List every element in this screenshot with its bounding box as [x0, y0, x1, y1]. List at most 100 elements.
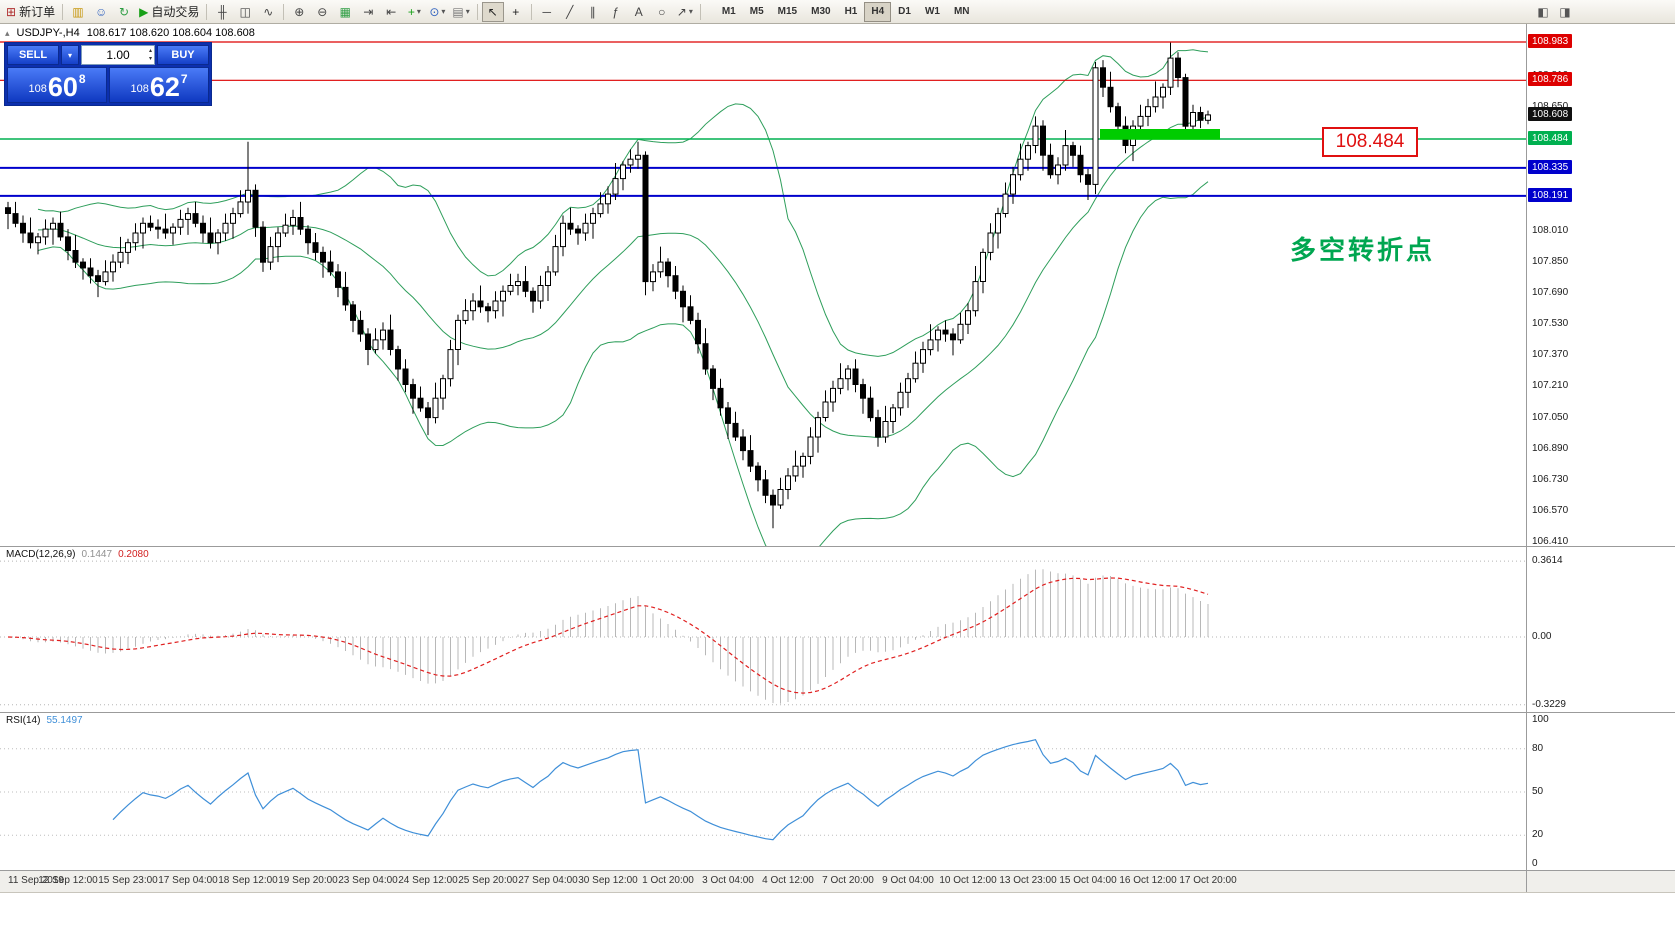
market-watch-button[interactable]: ▥: [67, 2, 89, 22]
candlestick-chart-button[interactable]: ◫: [234, 2, 256, 22]
arrows-button[interactable]: ↗ ▾: [674, 2, 696, 22]
rsi-value: 55.1497: [46, 715, 83, 726]
line-chart-button[interactable]: ∿: [257, 2, 279, 22]
zoom-in-button[interactable]: ⊕: [288, 2, 310, 22]
price-axis-label: 107.530: [1532, 318, 1569, 329]
rsi-axis-label: 0: [1532, 858, 1538, 869]
date-axis-label: 23 Sep 04:00: [338, 875, 398, 886]
macd-axis-label: -0.3229: [1532, 699, 1566, 710]
refresh-button[interactable]: ↻: [113, 2, 135, 22]
date-axis-label: 9 Oct 04:00: [882, 875, 934, 886]
price-axis-label: 108.650: [1532, 101, 1569, 112]
order-type-dropdown[interactable]: ▾: [61, 45, 80, 65]
crosshair-button[interactable]: +: [505, 2, 527, 22]
sell-price-pip: 8: [78, 72, 86, 86]
spinner-up-icon: ▴: [148, 48, 152, 54]
indicators-button[interactable]: + ▾: [403, 2, 425, 22]
price-axis-divider[interactable]: [1526, 24, 1527, 892]
price-tag: 108.484: [1528, 131, 1573, 145]
date-axis[interactable]: 11 Sep 2019 12 Sep 12:00 15 Sep 23:00 17 Se…: [0, 870, 1675, 893]
sell-button[interactable]: SELL: [7, 45, 59, 65]
date-axis-divider: [0, 870, 1675, 871]
main-chart-canvas[interactable]: [0, 24, 1526, 546]
date-axis-label: 24 Sep 12:00: [398, 875, 458, 886]
periods-button[interactable]: ⊙ ▾: [426, 2, 448, 22]
price-tag: 108.191: [1528, 188, 1573, 202]
templates-button[interactable]: ▤ ▾: [449, 2, 472, 22]
horizontal-line-button[interactable]: ─: [536, 2, 558, 22]
cursor-button[interactable]: ↖: [481, 1, 504, 22]
channel-button[interactable]: ∥: [582, 2, 604, 22]
chart-window-button[interactable]: ◧: [1532, 2, 1554, 22]
timeframe-w1[interactable]: W1: [918, 2, 947, 22]
toolbar-separator: [699, 3, 701, 20]
shapes-button[interactable]: ○: [651, 2, 673, 22]
text-label-button[interactable]: A: [628, 2, 650, 22]
timeframe-mn[interactable]: MN: [947, 2, 977, 22]
price-axis-label: 107.690: [1532, 287, 1569, 298]
candlestick-icon: ◫: [239, 4, 251, 19]
price-level-callout[interactable]: 108.484: [1322, 127, 1418, 157]
date-axis-label: 3 Oct 04:00: [702, 875, 754, 886]
timeframe-h1[interactable]: H1: [838, 2, 865, 22]
date-axis-label: 10 Oct 12:00: [939, 875, 997, 886]
price-axis-label: 107.050: [1532, 412, 1569, 423]
line-chart-icon: ∿: [263, 4, 274, 19]
new-order-button[interactable]: ⊞ 新订单: [3, 2, 58, 22]
autotrading-button[interactable]: ▶ 自动交易: [136, 2, 202, 22]
spinner-down-icon: ▾: [148, 56, 152, 62]
zoom-out-button[interactable]: ⊖: [311, 2, 333, 22]
price-axis-label: 107.850: [1532, 256, 1569, 267]
chevron-down-icon: ▾: [465, 7, 470, 16]
bar-chart-button[interactable]: ╫: [211, 2, 233, 22]
rsi-panel-canvas[interactable]: [0, 712, 1526, 870]
toolbar: ⊞ 新订单 ▥ ☺ ↻ ▶ 自动交易 ╫ ◫ ∿ ⊕ ⊖ ▦ ⇥ ⇤ + ▾ ⊙ ▾ ▤ ▾ ↖ + ─ ╱ ∥ ƒ A ○ ↗ ▾ M1 M5…: [0, 0, 1675, 24]
macd-panel-canvas[interactable]: [0, 546, 1526, 712]
new-order-button-label: 新订单: [19, 5, 56, 19]
price-tag: 108.335: [1528, 160, 1573, 174]
price-axis-label: 108.010: [1532, 225, 1569, 236]
tile-windows-button[interactable]: ▦: [334, 2, 356, 22]
timeframe-d1[interactable]: D1: [891, 2, 918, 22]
one-click-collapse-icon[interactable]: ▴: [5, 27, 10, 38]
expand-window-button[interactable]: ◨: [1554, 2, 1576, 22]
buy-button[interactable]: BUY: [157, 45, 209, 65]
zoom-in-icon: ⊕: [294, 4, 305, 19]
price-axis-label: 107.370: [1532, 349, 1569, 360]
chevron-down-icon: ▾: [441, 7, 446, 16]
macd-signal-value: 0.2080: [118, 549, 149, 560]
turning-point-note[interactable]: 多空转折点: [1290, 235, 1436, 265]
timeframe-h4[interactable]: H4: [864, 1, 892, 22]
arrow-icon: ↗: [676, 4, 687, 19]
lot-spinner[interactable]: ▴ ▾: [149, 47, 152, 63]
price-axis-label: 108.490: [1532, 132, 1569, 143]
timeframe-m1[interactable]: M1: [715, 2, 743, 22]
rsi-axis-label: 20: [1532, 829, 1544, 840]
sell-price-button[interactable]: 108 60 8: [7, 67, 107, 103]
profile-button[interactable]: ☺: [90, 2, 112, 22]
chart-shift-button[interactable]: ⇤: [380, 2, 402, 22]
date-axis-label: 16 Oct 12:00: [1119, 875, 1177, 886]
lot-size-field[interactable]: 1.00 ▴ ▾: [81, 45, 155, 65]
timeframe-m5[interactable]: M5: [743, 2, 771, 22]
rsi-panel-divider[interactable]: [0, 712, 1675, 713]
trade-panel-price-row: 108 60 8 108 62 7: [7, 67, 209, 103]
timeframe-toolbar: M1 M5 M15 M30 H1 H4 D1 W1 MN: [715, 1, 977, 22]
buy-price-button[interactable]: 108 62 7: [109, 67, 209, 103]
periods-icon: ⊙: [429, 4, 440, 19]
timeframe-m30[interactable]: M30: [804, 2, 837, 22]
rsi-name: RSI(14): [6, 715, 41, 726]
one-click-trading-panel: SELL ▾ 1.00 ▴ ▾ BUY 108 60 8 108 62 7: [4, 42, 212, 106]
date-axis-label: 4 Oct 12:00: [762, 875, 814, 886]
fibonacci-button[interactable]: ƒ: [605, 2, 627, 22]
auto-scroll-button[interactable]: ⇥: [357, 2, 379, 22]
macd-panel-divider[interactable]: [0, 546, 1675, 547]
auto-scroll-icon: ⇥: [363, 4, 374, 19]
date-axis-label: 17 Oct 20:00: [1179, 875, 1237, 886]
price-tag: 108.786: [1528, 72, 1573, 86]
trendline-button[interactable]: ╱: [559, 2, 581, 22]
rsi-label: RSI(14) 55.1497: [6, 715, 83, 726]
timeframe-m15[interactable]: M15: [771, 2, 804, 22]
horizontal-line-icon: ─: [542, 4, 552, 19]
